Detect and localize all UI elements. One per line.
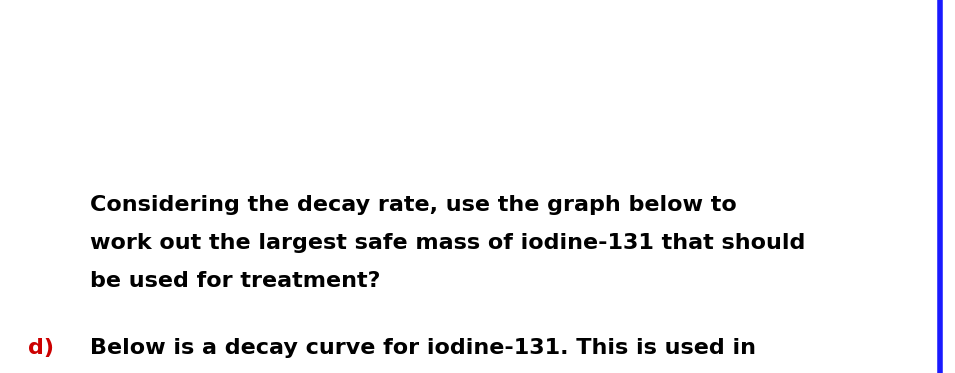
Text: d): d) — [28, 338, 54, 358]
Text: Considering the decay rate, use the graph below to: Considering the decay rate, use the grap… — [90, 195, 736, 215]
Text: be used for treatment?: be used for treatment? — [90, 271, 380, 291]
Text: work out the largest safe mass of iodine-131 that should: work out the largest safe mass of iodine… — [90, 233, 805, 253]
Text: Below is a decay curve for iodine-131. This is used in: Below is a decay curve for iodine-131. T… — [90, 338, 756, 358]
